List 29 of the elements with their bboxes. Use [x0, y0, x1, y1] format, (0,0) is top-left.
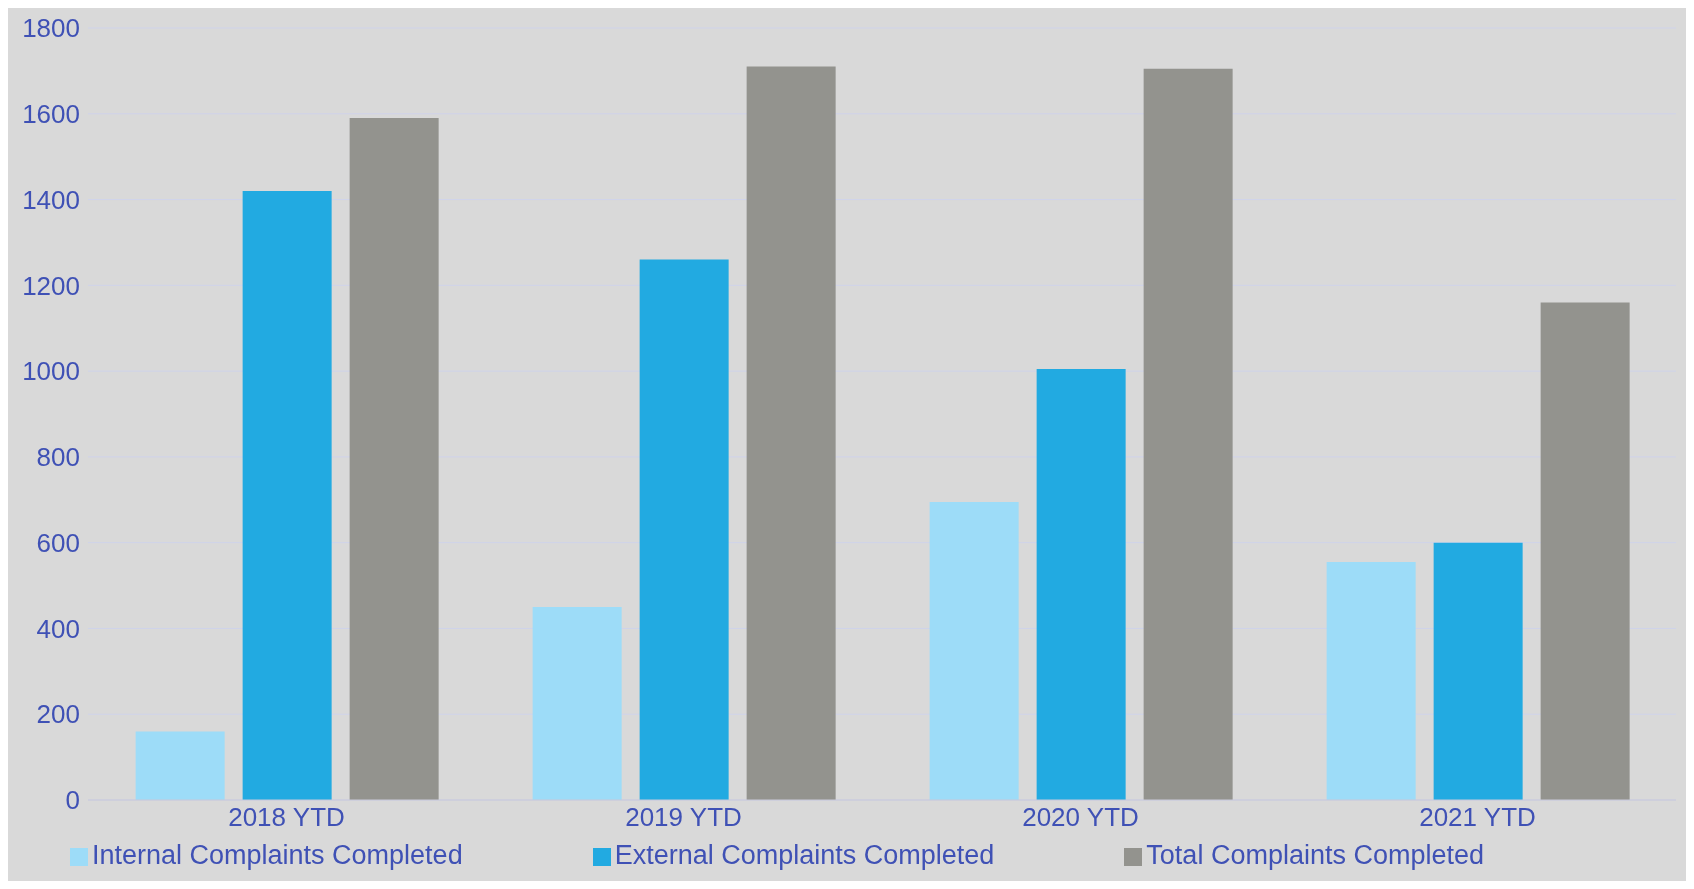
bar: [1540, 302, 1630, 800]
y-tick-label: 0: [65, 785, 80, 816]
legend-label: Total Complaints Completed: [1146, 840, 1485, 870]
y-tick-label: 600: [36, 527, 80, 558]
bar: [1433, 542, 1523, 800]
bar: [1036, 368, 1126, 800]
bar: [639, 259, 729, 800]
y-tick-label: 1400: [22, 184, 80, 215]
bar: [1143, 68, 1233, 800]
bar: [1326, 561, 1416, 800]
legend-label: External Complaints Completed: [614, 840, 995, 870]
bar: [746, 66, 836, 800]
bar: [242, 190, 332, 800]
bar: [135, 731, 225, 800]
bar: [349, 118, 439, 800]
x-tick-label: 2018 YTD: [228, 802, 345, 833]
y-tick-label: 1000: [22, 356, 80, 387]
x-tick-label: 2019 YTD: [625, 802, 742, 833]
y-tick-label: 1200: [22, 270, 80, 301]
y-tick-label: 1600: [22, 99, 80, 130]
x-tick-label: 2021 YTD: [1419, 802, 1536, 833]
bar: [929, 501, 1019, 800]
y-tick-label: 200: [36, 699, 80, 730]
bar: [532, 607, 622, 800]
y-tick-label: 400: [36, 613, 80, 644]
legend-label: Internal Complaints Completed: [91, 840, 463, 870]
y-tick-label: 1800: [22, 13, 80, 44]
y-tick-label: 800: [36, 442, 80, 473]
x-tick-label: 2020 YTD: [1022, 802, 1139, 833]
